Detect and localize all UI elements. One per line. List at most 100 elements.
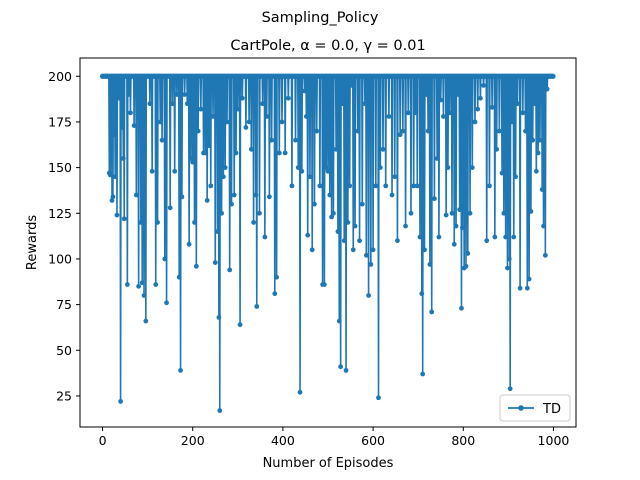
data-point <box>120 156 126 161</box>
data-point <box>357 238 362 244</box>
data-point <box>526 276 532 282</box>
plot-area <box>99 73 556 413</box>
data-point <box>453 223 459 229</box>
data-point <box>505 265 510 271</box>
x-tick-label: 800 <box>451 433 475 448</box>
data-point <box>363 252 369 258</box>
data-point <box>243 125 249 130</box>
data-point <box>302 88 307 94</box>
y-tick-label: 50 <box>56 343 72 358</box>
data-point <box>459 305 464 311</box>
data-point <box>131 123 137 128</box>
data-point <box>465 251 471 256</box>
data-point <box>541 223 546 229</box>
data-point <box>335 229 341 234</box>
data-point <box>350 247 356 253</box>
data-point <box>248 146 254 152</box>
data-point <box>380 146 386 152</box>
data-point <box>423 92 429 97</box>
data-point <box>478 95 483 101</box>
data-point <box>251 220 256 225</box>
data-point <box>116 95 122 101</box>
data-point <box>272 291 278 297</box>
data-point <box>111 132 117 138</box>
data-point <box>133 192 139 198</box>
data-point <box>413 110 418 116</box>
data-point <box>445 165 451 171</box>
data-point <box>447 110 453 116</box>
data-point <box>276 150 282 156</box>
data-point <box>143 318 149 324</box>
data-point <box>188 156 194 161</box>
data-point <box>170 101 175 107</box>
data-point <box>237 322 243 328</box>
data-point <box>373 183 379 189</box>
data-point <box>530 137 536 143</box>
data-point <box>153 282 159 287</box>
data-point <box>293 137 298 143</box>
data-point <box>325 168 331 174</box>
data-point <box>176 274 182 280</box>
data-point <box>179 194 185 200</box>
data-point <box>107 172 113 178</box>
data-point <box>235 106 241 112</box>
data-point <box>202 150 208 156</box>
data-point <box>136 283 142 289</box>
data-point <box>492 234 498 240</box>
data-point <box>329 214 335 220</box>
data-point <box>414 183 420 189</box>
data-point <box>112 174 118 180</box>
data-point <box>441 114 446 119</box>
data-point <box>451 241 457 247</box>
x-tick-label: 600 <box>361 433 385 448</box>
data-point <box>352 223 358 229</box>
data-point <box>210 114 216 119</box>
data-point <box>305 232 311 238</box>
legend: TD <box>499 394 571 422</box>
data-point <box>121 216 127 222</box>
data-point <box>386 114 392 119</box>
data-point <box>340 101 345 107</box>
data-point <box>167 205 173 211</box>
data-point <box>219 210 224 216</box>
data-point <box>149 168 155 174</box>
data-point <box>359 201 365 207</box>
data-point <box>403 223 408 229</box>
data-point <box>336 318 342 324</box>
data-point <box>314 128 320 134</box>
data-point <box>192 220 197 225</box>
data-point <box>501 210 507 216</box>
data-point <box>366 293 371 298</box>
data-point <box>126 92 132 97</box>
data-point <box>463 263 469 269</box>
data-point <box>383 183 389 189</box>
data-point <box>162 256 168 262</box>
data-point <box>513 174 518 180</box>
data-point <box>257 210 262 216</box>
data-point <box>327 192 333 198</box>
data-point <box>338 364 344 370</box>
data-point <box>503 234 509 240</box>
data-point <box>376 395 381 401</box>
data-point <box>349 83 354 88</box>
data-point <box>233 150 239 156</box>
data-point <box>321 282 327 287</box>
y-tick-label: 175 <box>48 114 72 129</box>
data-point <box>438 97 444 103</box>
data-point <box>110 194 116 200</box>
data-point <box>193 263 199 269</box>
data-point <box>212 260 218 265</box>
data-point <box>309 247 315 253</box>
data-point <box>472 119 478 125</box>
data-point <box>432 196 437 202</box>
data-point <box>333 146 339 152</box>
data-point <box>208 183 214 189</box>
data-point <box>517 285 523 291</box>
y-tick-label: 200 <box>48 69 72 84</box>
data-point <box>231 192 237 198</box>
data-point <box>443 212 449 218</box>
data-point <box>425 128 431 134</box>
data-point <box>206 143 212 149</box>
data-point <box>222 165 228 171</box>
data-point <box>274 274 279 280</box>
